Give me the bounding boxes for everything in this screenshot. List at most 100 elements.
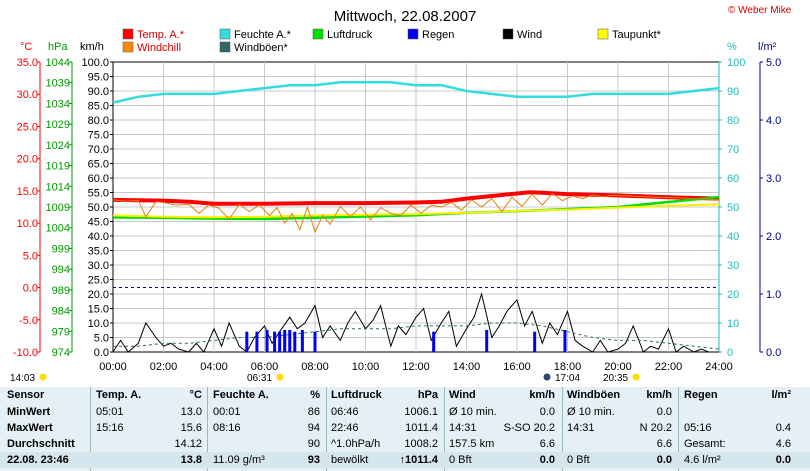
tick-label-wind: 100.0	[81, 57, 109, 69]
tick-label-wind: 95.0	[88, 72, 109, 84]
header-hum-unit: %	[310, 389, 320, 401]
x-tick-label: 14:00	[453, 361, 481, 373]
tick-label-hum: 10	[727, 318, 739, 330]
table-cell-gust-l: 14:31	[567, 422, 595, 434]
tick-label-wind: 30.0	[88, 260, 109, 272]
legend-label: Regen	[422, 29, 454, 41]
tick-label-temp: 20.0	[17, 154, 38, 166]
tick-label-press: 1039	[46, 78, 70, 90]
header-wind-unit: km/h	[529, 389, 555, 401]
tick-label-wind: 50.0	[88, 202, 109, 214]
copyright-label: © Weber Mike	[728, 5, 792, 16]
chart-legend: Temp. A.* Feuchte A.* Luftdruck Regen Wind Ta…	[122, 28, 662, 54]
rain-bar	[432, 331, 436, 352]
tick-label-wind: 5.0	[94, 333, 109, 345]
chart-title: Mittwoch, 22.08.2007	[334, 8, 477, 25]
rain-bar	[265, 329, 269, 352]
tick-label-press: 1009	[46, 202, 70, 214]
col-sep	[678, 387, 679, 471]
tick-label-press: 1029	[46, 119, 70, 131]
sun-icon	[39, 373, 47, 381]
tick-label-hum: 20	[727, 289, 739, 301]
tick-label-temp: 25.0	[17, 121, 38, 133]
x-tick-label: 06:00	[251, 361, 279, 373]
moon-icon	[543, 373, 551, 381]
tick-label-press: 984	[52, 306, 70, 318]
legend-label: Windchill	[137, 42, 181, 54]
tick-label-wind: 65.0	[88, 159, 109, 171]
header-hum: Feuchte A.	[213, 389, 269, 401]
col-sep	[326, 387, 327, 471]
tick-label-hum: 80	[727, 115, 739, 127]
table-cell-hum-val: 86	[307, 406, 320, 418]
unit-wind: km/h	[80, 41, 104, 53]
col-sep	[562, 387, 563, 471]
tick-label-press: 1019	[46, 161, 70, 173]
tick-label-hum: 90	[727, 86, 739, 98]
series-line-windchill	[112, 192, 720, 234]
rain-bar	[300, 329, 304, 352]
table-cell-wind-val: 0.0	[539, 454, 555, 466]
table-cell-press-time: ^1.0hPa/h	[331, 438, 381, 450]
tick-label-wind: 10.0	[88, 318, 109, 330]
x-tick-label: 12:00	[402, 361, 430, 373]
rain-bar	[563, 329, 567, 352]
table-cell-gust-val: 6.6	[656, 438, 672, 450]
legend-label: Feuchte A.*	[234, 29, 292, 41]
table-cell-rain-val: 0.0	[775, 454, 791, 466]
tick-label-press: 1004	[46, 223, 70, 235]
table-cell-temp-val: 14.12	[174, 438, 202, 450]
marker-label: 17:04	[555, 373, 580, 384]
rain-bar	[313, 331, 317, 352]
tick-label-rain: 2.0	[766, 231, 781, 243]
tick-label-press: 994	[52, 264, 70, 276]
x-tick-label: 02:00	[150, 361, 178, 373]
tick-label-wind: 75.0	[88, 130, 109, 142]
table-cell-rain-val: 0.4	[775, 422, 791, 434]
table-cell-hum-val: 90	[307, 438, 320, 450]
tick-label-hum: 40	[727, 231, 739, 243]
tick-label-press: 999	[52, 243, 70, 255]
header-sensor: Sensor	[7, 389, 45, 401]
table-cell-gust-l: Ø 10 min.	[567, 406, 615, 418]
table-cell-press-val: 1008.2	[404, 438, 438, 450]
tick-label-press: 989	[52, 285, 70, 297]
table-cell-temp-val: 13.8	[180, 454, 202, 466]
marker-label: 14:03	[10, 373, 35, 384]
tick-label-press: 1034	[46, 98, 70, 110]
legend-label: Taupunkt*	[612, 29, 662, 41]
rain-bar	[293, 331, 297, 352]
tick-label-hum: 30	[727, 260, 739, 272]
series-line-wind	[112, 292, 719, 353]
x-tick-label: 20:00	[604, 361, 632, 373]
tick-label-hum: 100	[727, 57, 745, 69]
legend-swatch	[407, 28, 419, 40]
tick-label-temp: 30.0	[17, 89, 38, 101]
table-cell-press-time: 22:46	[331, 422, 359, 434]
table-cell-label: 22.08. 23:46	[7, 454, 69, 466]
series-line-taupunkt	[112, 203, 720, 219]
table-cell-wind-l: 14:31	[449, 422, 477, 434]
tick-label-wind: 15.0	[88, 304, 109, 316]
table-cell-press-time: 06:46	[331, 406, 359, 418]
table-cell-rain-l: 4.6 l/m²	[684, 454, 721, 466]
table-cell-gust-val: N 20.2	[639, 422, 672, 434]
tick-label-hum: 60	[727, 173, 739, 185]
tick-label-temp: 15.0	[17, 186, 38, 198]
table-cell-label: Durchschnitt	[7, 438, 75, 450]
x-tick-label: 24:00	[705, 361, 733, 373]
table-cell-temp-val: 15.6	[180, 422, 202, 434]
tick-label-wind: 45.0	[88, 217, 109, 229]
rain-bar	[485, 329, 489, 352]
rain-bar	[288, 329, 292, 352]
x-tick-label: 08:00	[301, 361, 329, 373]
table-cell-wind-l: 0 Bft	[449, 454, 472, 466]
tick-label-rain: 0.0	[766, 347, 781, 359]
unit-rain: l/m²	[758, 41, 777, 53]
col-sep	[207, 387, 208, 471]
sun-moon-markers: 14:03 06:31 17:04 20:35	[10, 373, 640, 384]
legend-label: Wind	[517, 29, 542, 41]
rain-bar	[273, 331, 277, 352]
table-row: MaxWert 15:16 15.6 08:16 94 22:46 1011.4 14:31 S…	[0, 420, 810, 436]
x-tick-label: 04:00	[200, 361, 228, 373]
